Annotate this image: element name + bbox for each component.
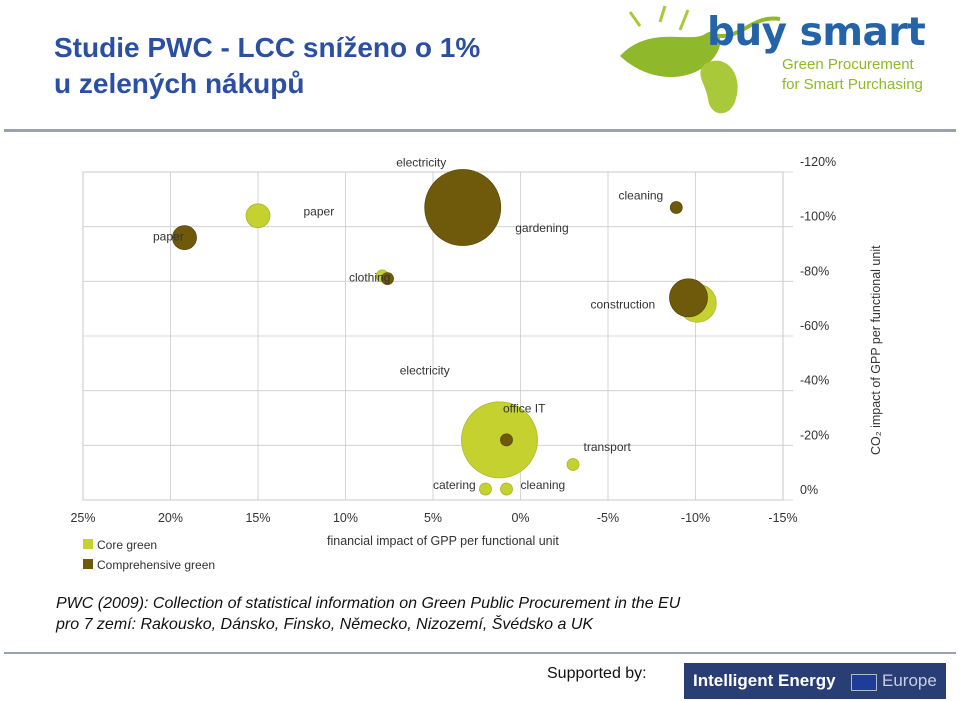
x-tick-label: 10% (333, 511, 358, 525)
intelligent-energy-banner: Intelligent Energy Europe (684, 663, 946, 699)
y-tick-label: -120% (800, 155, 836, 169)
bubble-label: cleaning (521, 478, 566, 492)
leaf-logo-icon (620, 5, 781, 114)
y-tick-label: -80% (800, 264, 829, 278)
bubble-comprehensive-electricity (424, 169, 502, 246)
y-tick-label: -20% (800, 428, 829, 442)
bubble-comprehensive-construction (669, 278, 708, 318)
bubble-comprehensive-paper (172, 225, 197, 251)
y-tick-label: -60% (800, 319, 829, 333)
bubble-label: catering (433, 478, 476, 492)
x-axis-label: financial impact of GPP per functional u… (327, 534, 559, 548)
brand-tagline-1: Green Procurement (782, 56, 914, 73)
bubble-label: gardening (515, 221, 568, 235)
x-tick-label: 25% (70, 511, 95, 525)
supported-by-label: Supported by: (547, 665, 647, 682)
bubble-label: cleaning (619, 188, 664, 202)
caption-line2: pro 7 zemí: Rakousko, Dánsko, Finsko, Ně… (56, 616, 594, 633)
y-tick-label: -100% (800, 210, 836, 224)
x-tick-label: 20% (158, 511, 183, 525)
legend-swatch-comprehensive (83, 559, 93, 569)
x-tick-label: 15% (245, 511, 270, 525)
y-tick-label: 0% (800, 483, 818, 497)
bubble-core-catering (479, 482, 492, 496)
banner-text: Intelligent Energy (693, 671, 836, 690)
y-tick-label: -40% (800, 374, 829, 388)
footer-divider (4, 652, 956, 654)
bubble-core-paper (245, 203, 271, 229)
bubble-comprehensive-cleaning (669, 201, 683, 214)
header-divider (4, 129, 956, 132)
bubble-core-transport (566, 458, 580, 471)
bubble-comprehensive-clothing (381, 272, 394, 286)
banner-europe: Europe (882, 671, 937, 690)
legend-swatch-core (83, 539, 93, 549)
bubble-label: clothing (349, 270, 390, 284)
x-tick-label: -5% (597, 511, 619, 525)
x-tick-label: 5% (424, 511, 442, 525)
bubble-label: paper (304, 205, 335, 219)
eu-flag-icon (851, 674, 877, 691)
y-axis-label: CO₂ impact of GPP per functional unit (869, 245, 883, 455)
bubble-label: electricity (400, 363, 450, 377)
bubble-core-cleaning (500, 482, 513, 496)
x-tick-label: -15% (768, 511, 797, 525)
x-tick-label: -10% (681, 511, 710, 525)
brand-tagline-2: for Smart Purchasing (782, 76, 923, 93)
bubble-comprehensive-office-it (500, 433, 513, 447)
bubble-label: construction (591, 298, 656, 312)
brand-name: buy smart (707, 10, 926, 55)
caption-line1: PWC (2009): Collection of statistical in… (56, 595, 681, 612)
bubble-core-office-it (461, 401, 538, 479)
chart-legend: Core green Comprehensive green (83, 538, 215, 572)
slide-title: Studie PWC - LCC sníženo o 1% u zelených… (54, 30, 480, 102)
bubble-label: paper (153, 229, 184, 243)
bubble-label: office IT (503, 402, 546, 416)
slide-title-line1: Studie PWC - LCC sníženo o 1% (54, 32, 481, 63)
legend-label-comprehensive: Comprehensive green (97, 558, 215, 572)
bubble-label: transport (584, 440, 632, 454)
gpp-bubble-chart: 25% 20% 15% 10% 5% 0% -5% -10% -15% 0% -20% -40% -6… (70, 155, 883, 572)
x-tick-label: 0% (511, 511, 529, 525)
legend-label-core: Core green (97, 538, 157, 552)
source-caption: PWC (2009): Collection of statistical in… (56, 593, 680, 635)
bubble-label: electricity (396, 156, 446, 170)
slide-title-line2: u zelených nákupů (54, 68, 305, 99)
